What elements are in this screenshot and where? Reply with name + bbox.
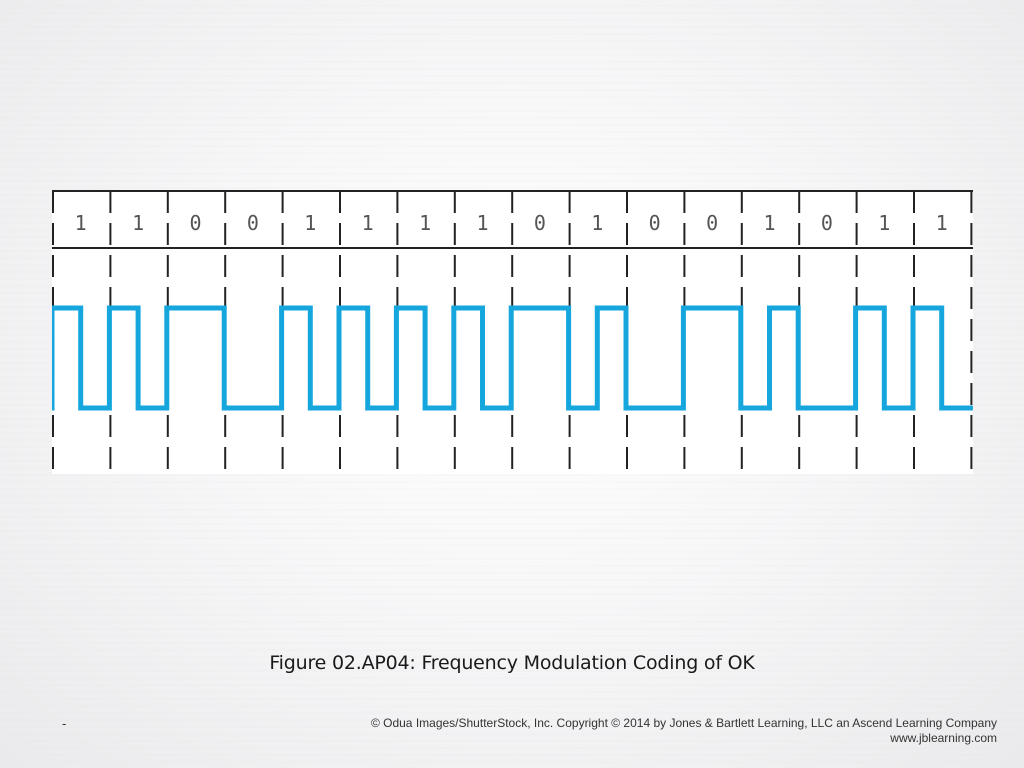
bit-label: 1: [591, 211, 603, 235]
bit-label: 0: [706, 211, 718, 235]
bit-label: 1: [419, 211, 431, 235]
bit-label: 0: [821, 211, 833, 235]
bit-label: 1: [763, 211, 775, 235]
bit-label: 0: [649, 211, 661, 235]
bit-label: 1: [936, 211, 948, 235]
publisher-url: www.jblearning.com: [890, 731, 997, 745]
copyright-line: © Odua Images/ShutterStock, Inc. Copyrig…: [370, 716, 997, 730]
copyright-notice: © Odua Images/ShutterStock, Inc. Copyrig…: [371, 716, 997, 746]
fm-signal-waveform: [52, 305, 973, 411]
bit-label: 1: [304, 211, 316, 235]
bit-label: 1: [476, 211, 488, 235]
bit-label: 0: [189, 211, 201, 235]
bit-label: 1: [132, 211, 144, 235]
bit-label: 0: [247, 211, 259, 235]
slide-marker: -: [62, 716, 67, 731]
figure-caption: Figure 02.AP04: Frequency Modulation Cod…: [269, 652, 755, 674]
bit-label: 1: [878, 211, 890, 235]
fm-coding-diagram: 1 1 0 0 1 1 1 1 0 1 0 0 1 0 1 1: [52, 190, 973, 474]
bit-label: 0: [534, 211, 546, 235]
bit-label: 1: [362, 211, 374, 235]
fm-coding-figure: 1 1 0 0 1 1 1 1 0 1 0 0 1 0 1 1: [52, 190, 973, 474]
bit-label: 1: [75, 211, 87, 235]
